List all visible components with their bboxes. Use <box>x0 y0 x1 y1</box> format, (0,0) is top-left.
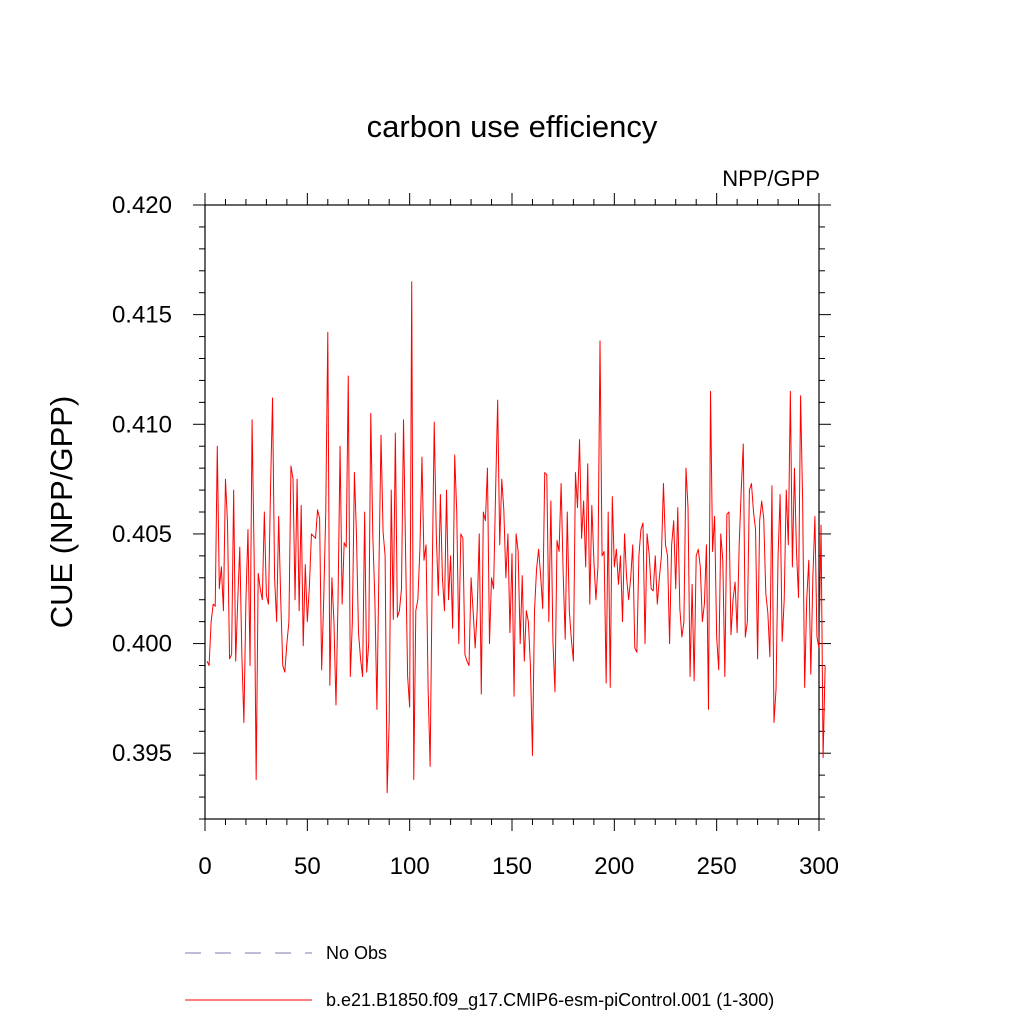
chart-subtitle: NPP/GPP <box>722 166 820 191</box>
y-tick-label: 0.395 <box>112 740 172 767</box>
y-axis-label: CUE (NPP/GPP) <box>44 396 79 629</box>
x-tick-label: 100 <box>390 853 430 880</box>
chart-title: carbon use efficiency <box>367 109 658 144</box>
y-tick-label: 0.420 <box>112 192 172 219</box>
y-tick-label: 0.410 <box>112 411 172 438</box>
x-tick-label: 200 <box>594 853 634 880</box>
plot-frame <box>204 204 820 820</box>
axis-ticks <box>193 193 831 831</box>
axis-tick-labels: 0 50 100 150 200 250 300 0.395 0.400 0.405 0.410 0.… <box>112 192 839 880</box>
x-tick-label: 300 <box>799 853 839 880</box>
legend: No Obs b.e21.B1850.f09_g17.CMIP6-esm-piC… <box>185 943 774 1011</box>
y-tick-label: 0.400 <box>112 631 172 658</box>
legend-label-no-obs: No Obs <box>326 943 387 963</box>
y-tick-label: 0.405 <box>112 521 172 548</box>
y-tick-label: 0.415 <box>112 302 172 329</box>
legend-label-model: b.e21.B1850.f09_g17.CMIP6-esm-piControl.… <box>326 990 774 1011</box>
series-line-model <box>206 281 826 794</box>
x-tick-label: 50 <box>294 853 321 880</box>
series-layer <box>206 281 826 794</box>
x-tick-label: 150 <box>492 853 532 880</box>
x-tick-label: 250 <box>697 853 737 880</box>
x-tick-label: 0 <box>198 853 211 880</box>
